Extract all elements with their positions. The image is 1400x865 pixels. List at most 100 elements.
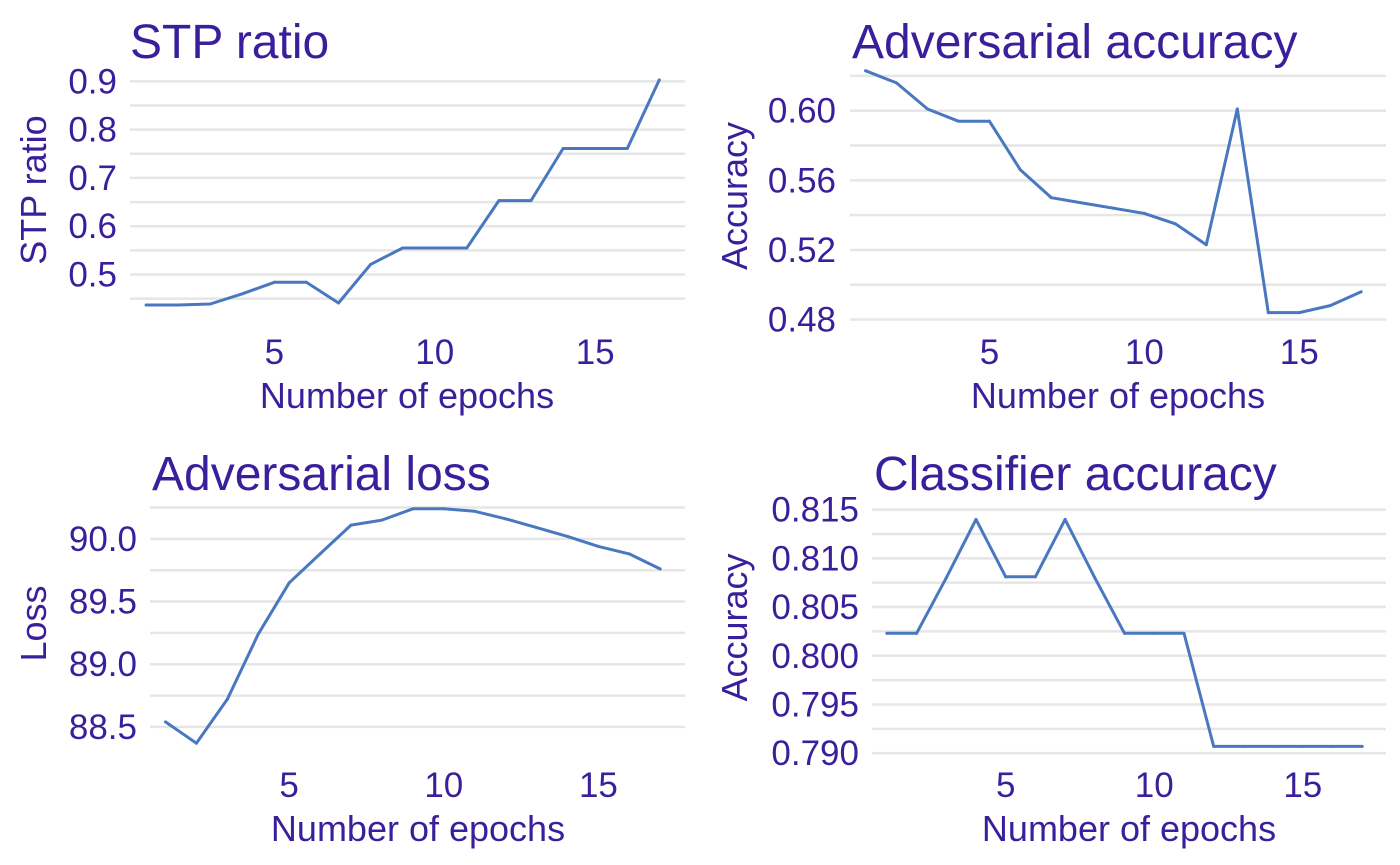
- y-tick-label: 0.800: [771, 637, 859, 676]
- x-tick-label: 10: [1125, 333, 1164, 372]
- series-points: [163, 507, 662, 745]
- data-point: [894, 81, 898, 85]
- data-point: [465, 246, 469, 250]
- chart-title: Adversarial accuracy: [852, 16, 1298, 69]
- data-point: [225, 697, 229, 701]
- x-axis-label: Number of epochs: [260, 375, 554, 416]
- data-point: [1212, 744, 1216, 748]
- x-axis-label: Number of epochs: [971, 375, 1265, 416]
- y-tick-label: 0.805: [771, 588, 859, 627]
- y-tick-label: 89.5: [69, 583, 137, 622]
- x-tick-label: 5: [980, 333, 999, 372]
- chart-panel-4: Classifier accuracy 0.790 0.795 0.800 0.805 0…: [714, 448, 1386, 849]
- data-point: [1182, 631, 1186, 635]
- data-point: [565, 534, 569, 538]
- data-point: [1111, 206, 1115, 210]
- data-point: [1235, 107, 1239, 111]
- y-tick-label: 0.790: [771, 734, 859, 773]
- chart-title: Classifier accuracy: [874, 448, 1277, 501]
- data-point: [401, 246, 405, 250]
- y-axis-label: STP ratio: [13, 115, 54, 264]
- y-tick-label: 89.0: [69, 645, 137, 684]
- y-tick-label: 0.9: [68, 62, 117, 101]
- data-point: [144, 303, 148, 307]
- series-line-1: [164, 507, 661, 745]
- data-point: [287, 581, 291, 585]
- data-point: [497, 199, 501, 203]
- data-point: [411, 507, 415, 511]
- x-tick-label: 5: [279, 766, 298, 805]
- data-point: [1093, 576, 1097, 580]
- data-point: [657, 78, 661, 82]
- gridlines: [850, 74, 1386, 321]
- y-axis-label: Loss: [13, 585, 54, 661]
- chart-panel-1: STP ratio 0.5 0.6 0.7 0.8 0.9 5 10 15 Number of e…: [13, 16, 685, 416]
- chart-title: Adversarial loss: [152, 448, 491, 501]
- data-point: [1123, 631, 1127, 635]
- y-tick-label: 0.56: [768, 161, 836, 200]
- data-point: [925, 107, 929, 111]
- y-tick-label: 0.52: [768, 231, 836, 270]
- data-point: [1360, 744, 1364, 748]
- data-point: [561, 146, 565, 150]
- data-point: [593, 146, 597, 150]
- data-point: [863, 69, 867, 73]
- data-point: [504, 517, 508, 521]
- data-point: [208, 302, 212, 306]
- data-point: [987, 119, 991, 123]
- data-point: [885, 631, 889, 635]
- data-point: [1080, 201, 1084, 205]
- data-point: [442, 507, 446, 511]
- data-point: [433, 246, 437, 250]
- x-tick-label: 15: [1280, 333, 1319, 372]
- data-point: [1331, 744, 1335, 748]
- x-tick-label: 5: [996, 766, 1015, 805]
- data-point: [1271, 744, 1275, 748]
- data-point: [1359, 290, 1363, 294]
- data-point: [1328, 304, 1332, 308]
- data-point: [1301, 744, 1305, 748]
- y-tick-label: 0.810: [771, 539, 859, 578]
- data-point: [658, 567, 662, 571]
- data-point: [256, 632, 260, 636]
- data-point: [1018, 168, 1022, 172]
- x-axis-label: Number of epochs: [271, 808, 565, 849]
- data-point: [318, 552, 322, 556]
- data-point: [944, 576, 948, 580]
- gridlines: [150, 506, 685, 729]
- x-tick-label: 10: [415, 333, 454, 372]
- data-point: [272, 280, 276, 284]
- series-line-1: [146, 79, 661, 307]
- data-point: [627, 552, 631, 556]
- data-point: [473, 509, 477, 513]
- gridlines: [872, 508, 1386, 755]
- data-point: [1204, 243, 1208, 247]
- chart-panel-3: Adversarial loss 88.5 89.0 89.5 90.0 5 10 15 Num…: [13, 448, 685, 849]
- series-points: [863, 69, 1363, 315]
- y-tick-label: 0.815: [771, 491, 859, 530]
- data-point: [369, 262, 373, 266]
- y-tick-label: 0.8: [68, 111, 117, 150]
- series-line-1: [864, 69, 1362, 315]
- data-point: [1033, 575, 1037, 579]
- gridlines: [130, 80, 685, 300]
- x-tick-label: 10: [1135, 766, 1174, 805]
- y-tick-label: 0.795: [771, 685, 859, 724]
- data-point: [1297, 311, 1301, 315]
- data-point: [535, 526, 539, 530]
- y-tick-label: 0.6: [68, 207, 117, 246]
- y-axis-label: Accuracy: [714, 553, 755, 701]
- data-point: [240, 292, 244, 296]
- y-tick-label: 0.60: [768, 92, 836, 131]
- y-tick-label: 0.7: [68, 159, 117, 198]
- data-point: [304, 280, 308, 284]
- series-points: [144, 78, 661, 307]
- data-point: [974, 517, 978, 521]
- y-axis-label: Accuracy: [714, 122, 755, 270]
- x-tick-label: 15: [579, 766, 618, 805]
- chart-panel-2: Adversarial accuracy 0.48 0.52 0.56 0.60 5 10 1…: [714, 16, 1386, 416]
- chart-title: STP ratio: [130, 16, 329, 69]
- data-point: [1241, 744, 1245, 748]
- data-point: [163, 720, 167, 724]
